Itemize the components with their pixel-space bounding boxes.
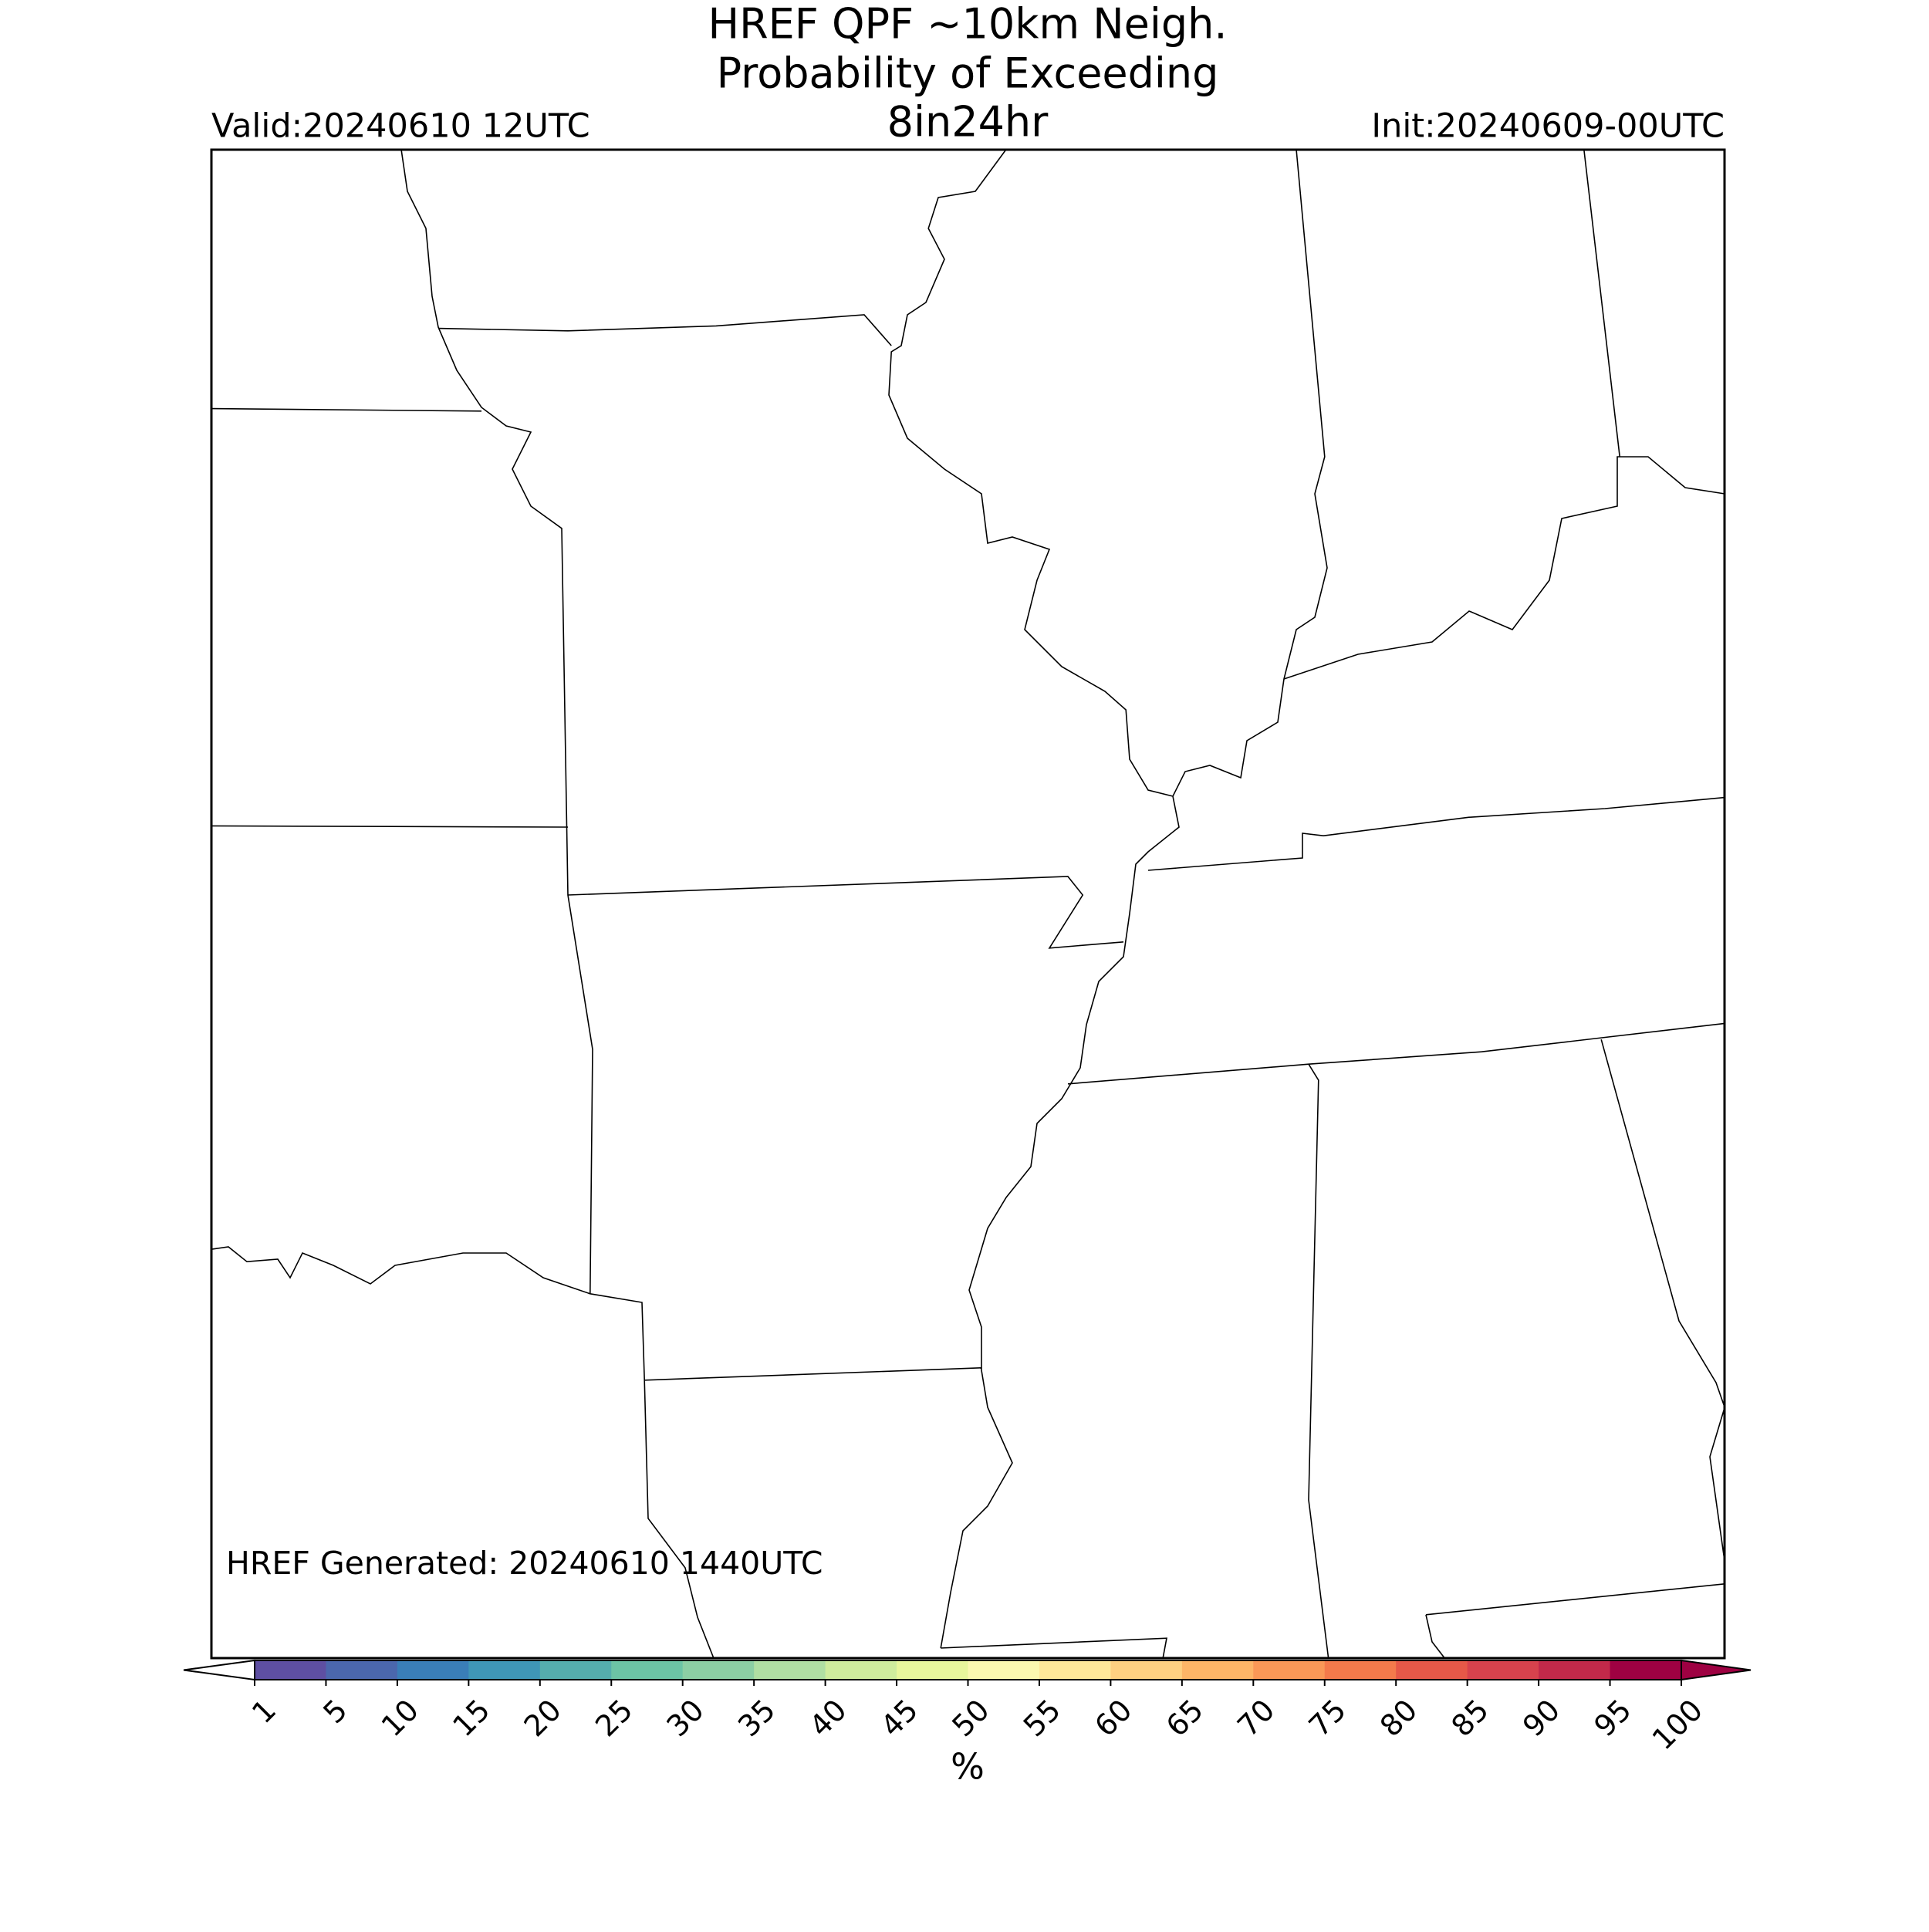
colorbar-tick-label: 70 [1231,1693,1281,1743]
colorbar-segment [1039,1660,1111,1680]
valid-time: Valid:20240610 12UTC [211,107,590,146]
colorbar-tick-label: 55 [1017,1693,1067,1743]
colorbar-segment [1539,1660,1611,1680]
colorbar-tick-label: 75 [1302,1693,1353,1743]
colorbar-segment [1396,1660,1468,1680]
colorbar-tick-label: 95 [1587,1693,1637,1743]
colorbar-segment [1467,1660,1539,1680]
colorbar-tick-label: 50 [945,1693,995,1743]
colorbar-segment [326,1660,398,1680]
colorbar-tick-label: 5 [316,1693,353,1730]
colorbar-segment [397,1660,469,1680]
colorbar-tick-label: 10 [375,1693,425,1743]
colorbar-label: % [951,1746,985,1788]
colorbar-segment [468,1660,541,1680]
colorbar-segment [754,1660,826,1680]
colorbar-tick-label: 35 [731,1693,782,1743]
colorbar-segment [611,1660,684,1680]
colorbar-segment [1110,1660,1183,1680]
colorbar-tick-label: 65 [1160,1693,1210,1743]
title-line: Probability of Exceeding [717,49,1219,98]
generated-time: HREF Generated: 20240610 1440UTC [226,1545,823,1582]
colorbar-tick-label: 25 [589,1693,639,1743]
colorbar-segment [1610,1660,1682,1680]
colorbar-tick-label: 85 [1445,1693,1495,1743]
colorbar-segment [897,1660,968,1680]
colorbar-tick-label: 60 [1088,1693,1138,1743]
colorbar-tick-label: 20 [518,1693,568,1743]
colorbar-tick-label: 80 [1373,1693,1424,1743]
colorbar-segment [1324,1660,1397,1680]
colorbar-tick-label: 1 [245,1693,282,1730]
colorbar-segment [539,1660,612,1680]
colorbar-segment [825,1660,897,1680]
map-borders [211,150,1725,1658]
colorbar-tick-label: 40 [802,1693,853,1743]
title-line: 8in24hr [887,98,1049,147]
colorbar-segment [1181,1660,1254,1680]
title-line: HREF QPF ~10km Neigh. [708,0,1227,49]
colorbar-tick-label: 15 [446,1693,496,1743]
init-time: Init:20240609-00UTC [1371,107,1725,146]
map-frame [210,148,1726,1660]
colorbar-segment [968,1660,1040,1680]
colorbar-tick-label: 30 [660,1693,711,1743]
colorbar-segment [1253,1660,1326,1680]
colorbar-segment [682,1660,755,1680]
colorbar-extend-over [1681,1659,1752,1681]
colorbar-tick-label: 100 [1646,1693,1709,1756]
colorbar-segment [255,1660,326,1680]
colorbar-tick-label: 90 [1516,1693,1566,1743]
colorbar-tick-label: 45 [874,1693,924,1743]
colorbar-extend-under [183,1659,255,1681]
